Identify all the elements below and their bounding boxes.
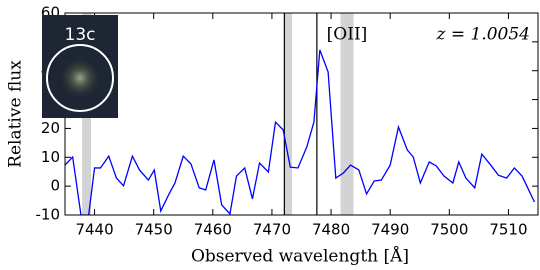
annotation: z = 1.0054	[436, 25, 531, 45]
x-axis-label: Observed wavelength [Å]	[191, 246, 409, 267]
galaxy	[58, 56, 102, 100]
inset-label: 13c	[65, 25, 96, 45]
annotation: [OII]	[327, 25, 368, 45]
y-tick-label: 20	[41, 119, 60, 137]
x-tick-label: 7510	[489, 221, 527, 239]
inset: 13c	[42, 15, 118, 118]
x-tick-label: 7490	[371, 221, 409, 239]
x-tick-label: 7450	[135, 221, 173, 239]
y-tick-label: 10	[41, 148, 60, 166]
x-tick-label: 7500	[430, 221, 468, 239]
spectrum-line	[65, 49, 536, 215]
x-tick-label: 7440	[75, 221, 113, 239]
shaded-region	[284, 13, 293, 215]
x-tick-label: 7460	[194, 221, 232, 239]
y-axis-label: Relative flux	[6, 60, 26, 168]
y-tick-label: -10	[36, 206, 61, 224]
x-tick-label: 7470	[253, 221, 291, 239]
x-tick-label: 7480	[312, 221, 350, 239]
aperture-circle	[46, 44, 114, 112]
y-tick-label: 0	[50, 177, 60, 195]
